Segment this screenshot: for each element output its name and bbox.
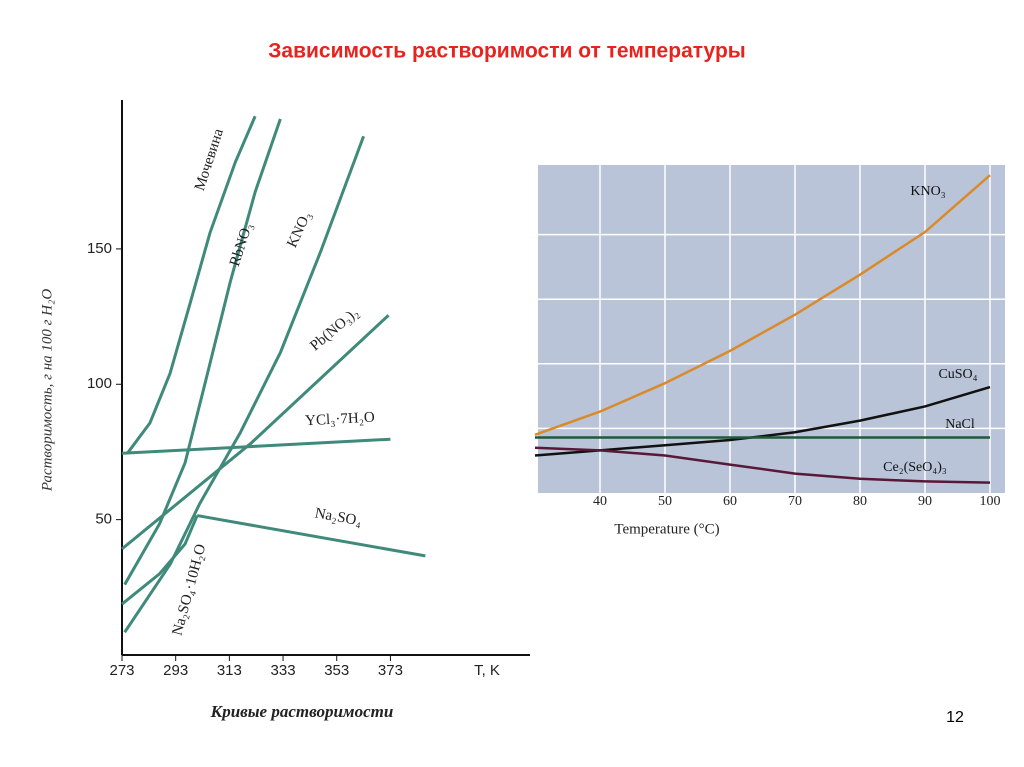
curve: [534, 385, 991, 457]
curve-label: KNO₃: [284, 209, 314, 250]
curve-label: NaCl: [945, 417, 975, 432]
curve-label: KNO₃: [910, 184, 945, 199]
x-tick-label: 70: [788, 494, 802, 509]
curve-label: Ce₂(SeO₄)₃: [883, 460, 947, 475]
y-axis-label: Растворимость, г на 100 г H₂O: [39, 289, 55, 492]
curve: [123, 118, 282, 586]
curve: [196, 514, 426, 558]
curve-label: Мочевина: [192, 127, 227, 193]
y-tick-label: 100: [87, 375, 112, 392]
x-tick-label: 60: [723, 494, 737, 509]
curve-label: Na₂SO₄: [314, 505, 363, 529]
x-tick-label: 293: [163, 662, 188, 679]
y-tick-label: 150: [87, 240, 112, 257]
curve-label: RbNO₃: [227, 221, 256, 268]
y-tick-label: 50: [95, 511, 112, 528]
x-tick-label: 273: [109, 662, 134, 679]
slide-title: Зависимость растворимости от температуры: [268, 40, 745, 63]
curve: [121, 314, 390, 551]
x-tick-label: 373: [378, 662, 403, 679]
page-number: 12: [946, 709, 964, 726]
curve: [534, 174, 991, 437]
curve: [121, 514, 199, 606]
x-tick-label: 80: [853, 494, 867, 509]
x-axis-label: Temperature (°C): [614, 521, 719, 537]
x-tick-label: 333: [271, 662, 296, 679]
x-axis-label: T, K: [474, 662, 500, 679]
curve-label: CuSO₄: [938, 367, 977, 382]
x-tick-label: 313: [217, 662, 242, 679]
curve: [126, 115, 257, 455]
x-tick-label: 90: [918, 494, 932, 509]
x-tick-label: 40: [593, 494, 607, 509]
x-tick-label: 100: [980, 494, 1001, 509]
curve: [534, 446, 991, 484]
x-tick-label: 50: [658, 494, 672, 509]
chart-caption: Кривые растворимости: [210, 702, 394, 721]
x-tick-label: 353: [324, 662, 349, 679]
curve-label: YCl₃·7H₂O: [305, 410, 376, 430]
curve: [121, 437, 391, 455]
curve: [123, 135, 365, 634]
